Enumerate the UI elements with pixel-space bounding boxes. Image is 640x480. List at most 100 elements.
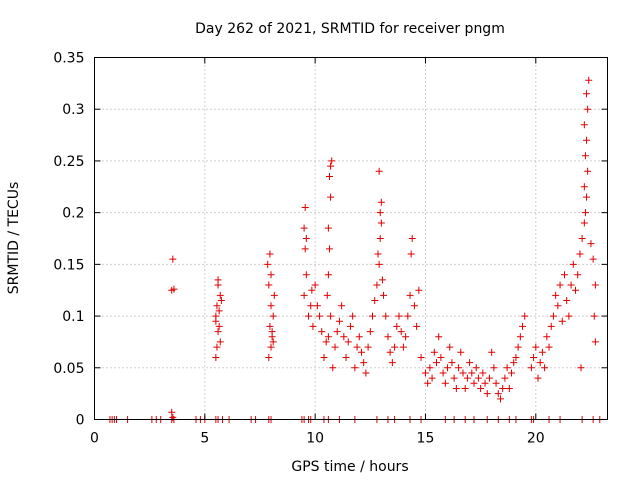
data-point <box>583 90 591 98</box>
data-point <box>508 369 516 377</box>
data-point <box>576 250 584 258</box>
data-point <box>362 369 370 377</box>
data-point <box>459 369 467 377</box>
data-point <box>338 302 346 310</box>
data-point <box>455 364 463 372</box>
data-point <box>428 374 436 382</box>
data-point <box>327 312 335 320</box>
data-point <box>430 348 438 356</box>
data-point <box>501 374 509 382</box>
data-point <box>215 322 223 330</box>
data-point <box>265 353 273 361</box>
data-point <box>479 369 487 377</box>
data-point <box>265 281 273 289</box>
data-point <box>488 348 496 356</box>
x-axis-label: GPS time / hours <box>291 459 408 475</box>
data-point <box>374 250 382 258</box>
data-point <box>215 307 223 315</box>
data-point <box>308 286 316 294</box>
y-tick-label: 0.05 <box>53 361 84 377</box>
y-axis-label: SRMTID / TECUs <box>6 182 22 295</box>
data-point <box>213 302 221 310</box>
data-point <box>305 312 313 320</box>
data-point <box>168 408 176 416</box>
data-point <box>470 379 478 387</box>
data-point <box>541 364 549 372</box>
y-tick-label: 0.15 <box>53 257 84 273</box>
data-point <box>527 364 535 372</box>
data-point <box>407 250 415 258</box>
data-point <box>324 271 332 279</box>
data-point <box>366 328 374 336</box>
data-point <box>373 281 381 289</box>
data-point <box>450 374 458 382</box>
data-point <box>552 291 560 299</box>
y-tick-label: 0.2 <box>62 206 84 222</box>
data-point <box>214 276 222 284</box>
data-point <box>378 276 386 284</box>
data-point <box>351 364 359 372</box>
axis-ticks: 0 0.05 0.1 0.15 0.2 0.25 0.3 0.35 0 5 10 15 20 <box>53 51 608 447</box>
data-point <box>349 312 357 320</box>
data-point <box>302 271 310 279</box>
data-point <box>577 364 585 372</box>
data-point <box>376 209 384 217</box>
data-point <box>212 312 220 320</box>
data-point <box>301 245 309 253</box>
data-point <box>388 359 396 367</box>
data-point <box>371 297 379 305</box>
data-point <box>377 219 385 227</box>
data-point <box>377 198 385 206</box>
data-point <box>327 162 335 170</box>
data-point <box>565 312 573 320</box>
data-point <box>567 281 575 289</box>
data-point <box>563 297 571 305</box>
data-point <box>435 333 443 341</box>
data-point <box>320 353 328 361</box>
data-point <box>583 193 591 201</box>
data-point <box>169 255 177 263</box>
data-point <box>580 121 588 129</box>
x-tick-label: 0 <box>90 431 99 447</box>
data-point <box>474 374 482 382</box>
data-point <box>532 343 540 351</box>
x-tick-label: 5 <box>200 431 209 447</box>
data-point <box>468 369 476 377</box>
x-tick-label: 20 <box>527 431 545 447</box>
y-tick-label: 0.3 <box>62 102 84 118</box>
data-point <box>547 322 555 330</box>
data-point <box>360 359 368 367</box>
data-point <box>534 374 542 382</box>
data-point <box>302 235 310 242</box>
data-point <box>264 260 272 268</box>
data-point <box>413 322 421 330</box>
data-point <box>329 364 337 372</box>
data-point <box>591 338 599 346</box>
grid <box>94 57 608 420</box>
data-point <box>581 152 589 160</box>
data-point <box>391 343 399 351</box>
data-point <box>538 348 546 356</box>
data-point <box>530 353 538 361</box>
data-point <box>589 255 597 263</box>
data-point <box>426 364 434 372</box>
data-point <box>342 353 350 361</box>
data-point <box>463 374 471 382</box>
data-point <box>448 359 456 367</box>
data-point <box>397 328 405 336</box>
data-point <box>335 317 343 325</box>
x-tick-label: 10 <box>306 431 324 447</box>
data-point <box>213 343 221 351</box>
data-point <box>269 338 277 346</box>
data-point <box>472 364 480 372</box>
data-point <box>569 260 577 268</box>
data-point <box>424 379 432 387</box>
y-tick-label: 0.25 <box>53 154 84 170</box>
data-point <box>267 302 275 310</box>
data-point <box>395 312 403 320</box>
data-point <box>266 322 274 330</box>
data-point <box>399 343 407 351</box>
data-point <box>268 328 276 336</box>
plot-frame <box>94 57 608 420</box>
